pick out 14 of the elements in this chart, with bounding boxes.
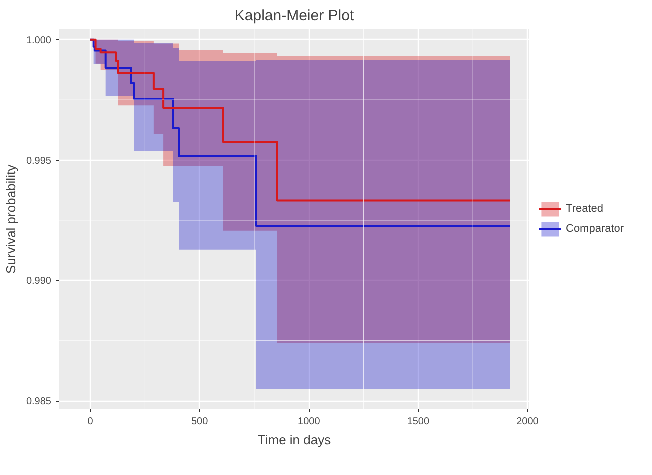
y-tick-label: 1.000: [26, 35, 52, 46]
x-tick-label: 1500: [407, 416, 430, 428]
x-tick-label: 1000: [298, 416, 321, 428]
y-axis-title: Survival probability: [3, 164, 18, 274]
legend-label: Comparator: [566, 223, 624, 235]
x-tick-label: 500: [192, 416, 209, 428]
x-tick-label: 2000: [516, 416, 540, 428]
y-tick-label: 0.990: [26, 276, 52, 288]
x-tick-label: 0: [88, 416, 94, 428]
chart-title: Kaplan-Meier Plot: [234, 8, 355, 24]
y-tick-label: 0.995: [26, 156, 52, 167]
y-tick-label: 0.985: [26, 396, 52, 408]
legend-label: Treated: [566, 203, 604, 215]
x-axis-title: Time in days: [258, 432, 332, 448]
